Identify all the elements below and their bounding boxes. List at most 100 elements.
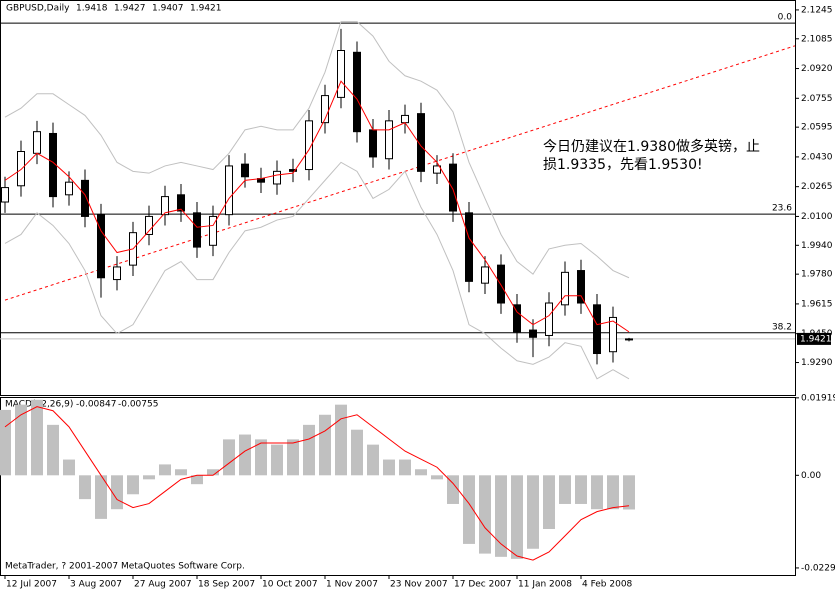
macd-bar [63, 459, 75, 476]
macd-bar [319, 414, 331, 476]
y-tick-label: 2.0755 [801, 94, 833, 104]
candle-body [33, 131, 41, 154]
band-lower [4, 161, 630, 380]
candle-body [609, 316, 617, 353]
candle-body [305, 120, 313, 171]
macd-bar [607, 475, 619, 510]
macd-bar [0, 409, 11, 476]
candle-body [177, 194, 185, 212]
macd-bar [367, 444, 379, 476]
candle-body [385, 120, 393, 160]
y-tick-label: 2.0265 [801, 182, 833, 192]
header-value: 1.9421 [190, 4, 222, 14]
candle-body [17, 151, 25, 187]
macd-bar [495, 475, 507, 557]
y-tick-label: 2.0430 [801, 152, 833, 162]
candle-body [161, 196, 169, 216]
moving-average [4, 80, 630, 333]
macd-bar [111, 475, 123, 510]
macd-bar [95, 475, 107, 519]
candle-body [529, 329, 537, 338]
macd-bar [31, 399, 43, 476]
fibo-label: 0.0 [778, 13, 793, 23]
macd-bar [399, 459, 411, 476]
candle-body [449, 163, 457, 212]
macd-bar [527, 475, 539, 549]
macd-panel [0, 397, 796, 576]
macd-bar [479, 475, 491, 554]
copyright: MetaTrader, ? 2001-2007 MetaQuotes Softw… [5, 562, 245, 572]
y-tick-label: 1.9615 [801, 299, 833, 309]
macd-bar [623, 475, 635, 510]
x-tick-label: 27 Aug 2007 [134, 580, 192, 590]
fibo-label: 23.6 [772, 204, 792, 214]
last-price-label: 1.9421 [800, 334, 832, 344]
candle-body [145, 215, 153, 235]
candle-body [241, 163, 249, 178]
y-tick-label: 2.1245 [801, 5, 833, 15]
y-tick-label: 1.9780 [801, 270, 833, 280]
macd-bar [383, 459, 395, 476]
macd-bar [207, 469, 219, 476]
candle-body [401, 114, 409, 124]
candle-body [321, 95, 329, 124]
candle-body [113, 266, 121, 281]
macd-bar [447, 475, 459, 504]
y-tick-label: 0.00 [801, 471, 821, 481]
candle-body [481, 266, 489, 284]
candle-body [625, 338, 633, 341]
annotation: 损1.9335，先看1.9530! [543, 157, 703, 173]
x-tick-label: 12 Jul 2007 [6, 580, 57, 590]
y-tick-label: 2.0920 [801, 64, 833, 74]
y-tick-label: 2.0595 [801, 123, 833, 133]
candle-body [561, 271, 569, 306]
x-tick-label: 3 Aug 2007 [70, 580, 122, 590]
x-tick-label: 23 Nov 2007 [390, 580, 448, 590]
macd-bar [47, 424, 59, 476]
header-value: 1.9427 [114, 4, 146, 14]
header-value: 1.9418 [76, 4, 108, 14]
candle-body [545, 302, 553, 336]
y-tick-label: 2.0100 [801, 212, 833, 222]
candle-body [465, 212, 473, 282]
y-tick-label: 0.01919 [801, 393, 835, 403]
annotation: 今日仍建议在1.9380做多英镑，止 [543, 138, 760, 155]
macd-bar [239, 434, 251, 476]
x-tick-label: 1 Nov 2007 [326, 580, 378, 590]
y-tick-label: 1.9290 [801, 358, 833, 368]
macd-bar [127, 475, 139, 495]
y-tick-label: 1.9940 [801, 241, 833, 251]
candle-body [65, 181, 73, 196]
macd-bar [143, 475, 155, 480]
macd-bar [559, 475, 571, 504]
macd-bar [79, 475, 91, 500]
fibo-label: 38.2 [772, 322, 792, 332]
signal-value: -0.00755 [118, 400, 158, 410]
macd-bar [575, 475, 587, 504]
candle-body [289, 169, 297, 172]
macd-bar [431, 475, 443, 480]
macd-bar [463, 475, 475, 544]
macd-bar [591, 475, 603, 510]
candle-body [593, 304, 601, 355]
macd-bar [15, 404, 27, 476]
x-tick-label: 17 Dec 2007 [454, 580, 512, 590]
y-tick-label: -0.02295 [801, 563, 835, 573]
macd-bar [271, 444, 283, 476]
candle-body [513, 304, 521, 333]
x-tick-label: 11 Jan 2008 [518, 580, 572, 590]
last-price-box [797, 332, 831, 345]
x-tick-label: 18 Sep 2007 [198, 580, 255, 590]
band-upper [4, 21, 630, 279]
macd-bar [543, 475, 555, 529]
candle-body [337, 50, 345, 98]
candle-body [417, 113, 425, 172]
candle-body [577, 270, 585, 304]
macd-bar [335, 404, 347, 476]
symbol: GBPUSD,Daily [6, 4, 70, 14]
candle-body [97, 214, 105, 279]
macd-bar [415, 469, 427, 476]
candle-body [225, 165, 233, 216]
x-tick-label: 10 Oct 2007 [262, 580, 318, 590]
